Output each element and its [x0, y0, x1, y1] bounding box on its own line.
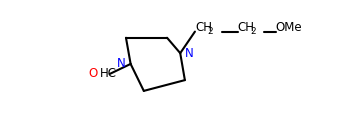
Text: CH: CH	[237, 21, 254, 34]
Text: O: O	[89, 67, 98, 80]
Text: OMe: OMe	[276, 21, 302, 34]
Text: 2: 2	[208, 27, 213, 36]
Text: CH: CH	[195, 21, 212, 34]
Text: HC: HC	[99, 67, 117, 80]
Text: N: N	[117, 57, 126, 70]
Text: N: N	[185, 47, 193, 60]
Text: 2: 2	[250, 27, 256, 36]
